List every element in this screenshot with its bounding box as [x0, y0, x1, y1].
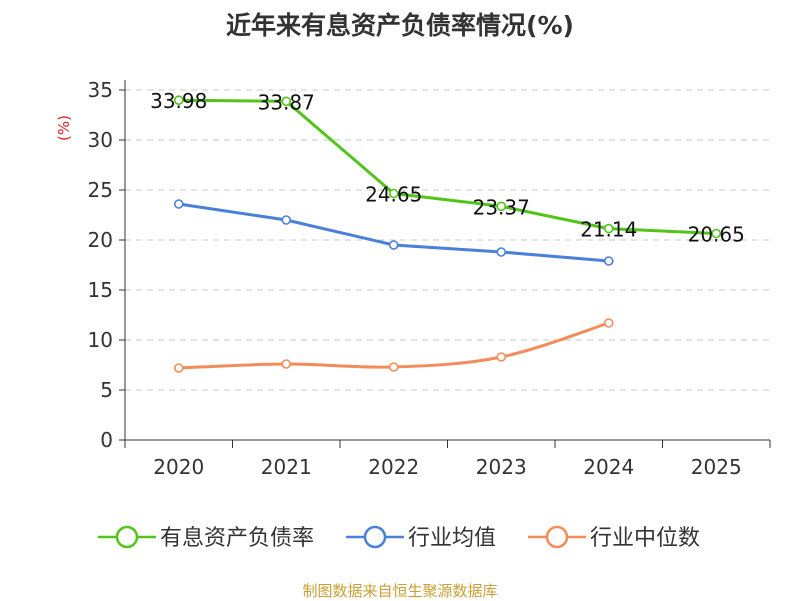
- data-label: 23.37: [473, 195, 530, 219]
- x-tick-label: 2024: [583, 455, 634, 479]
- legend: 有息资产负债率 行业均值 行业中位数: [98, 525, 700, 551]
- data-point-0: [388, 188, 399, 199]
- data-label: 33.87: [258, 90, 315, 114]
- data-point-0: [711, 228, 722, 239]
- data-point-0: [281, 96, 292, 107]
- data-point-1: [388, 240, 399, 250]
- legend-marker-2: [545, 525, 569, 549]
- x-tick-label: 2023: [476, 455, 527, 479]
- data-point-2: [496, 352, 507, 362]
- legend-label: 行业均值: [408, 526, 496, 551]
- data-point-2: [388, 362, 399, 372]
- data-labels: 33.98 33.87 24.65 23.37 21.14 20.65: [150, 89, 745, 246]
- chart-title: 近年来有息资产负债率情况(%): [226, 11, 574, 40]
- x-tick-label: 2021: [261, 455, 312, 479]
- x-tick-label: 2022: [368, 455, 419, 479]
- data-point-1: [496, 247, 507, 257]
- series-line-0: [178, 98, 717, 235]
- series-line-2: [178, 321, 610, 370]
- y-axis-label: (%): [55, 115, 73, 141]
- y-tick-label: 25: [88, 178, 113, 202]
- series-line-1: [178, 202, 609, 263]
- data-point-1: [173, 199, 184, 209]
- data-label: 21.14: [580, 218, 637, 242]
- legend-label: 有息资产负债率: [160, 526, 314, 551]
- y-tick-label: 30: [88, 128, 113, 152]
- data-source-note: 制图数据来自恒生聚源数据库: [302, 582, 498, 600]
- legend-label: 行业中位数: [590, 526, 700, 551]
- data-point-2: [603, 318, 614, 328]
- legend-marker-1: [363, 525, 387, 549]
- x-tick-label: 2020: [153, 455, 204, 479]
- legend-marker-0: [115, 525, 139, 549]
- data-point-1: [281, 215, 292, 225]
- y-tick-label: 0: [100, 428, 113, 452]
- x-tick-label: 2025: [691, 455, 742, 479]
- y-tick-label: 20: [88, 228, 113, 252]
- grid-lines: [125, 89, 770, 391]
- data-label: 33.98: [150, 89, 207, 113]
- data-point-0: [603, 223, 614, 234]
- data-point-0: [496, 201, 507, 212]
- data-point-1: [603, 256, 614, 266]
- data-label: 24.65: [365, 183, 422, 207]
- y-tick-label: 15: [88, 278, 113, 302]
- data-label: 20.65: [688, 223, 745, 247]
- y-tick-label: 5: [100, 378, 113, 402]
- data-point-0: [173, 95, 184, 105]
- series: [173, 95, 722, 373]
- y-tick-label: 35: [88, 78, 113, 102]
- data-point-2: [281, 359, 292, 369]
- data-point-2: [173, 363, 184, 373]
- y-tick-label: 10: [88, 328, 113, 352]
